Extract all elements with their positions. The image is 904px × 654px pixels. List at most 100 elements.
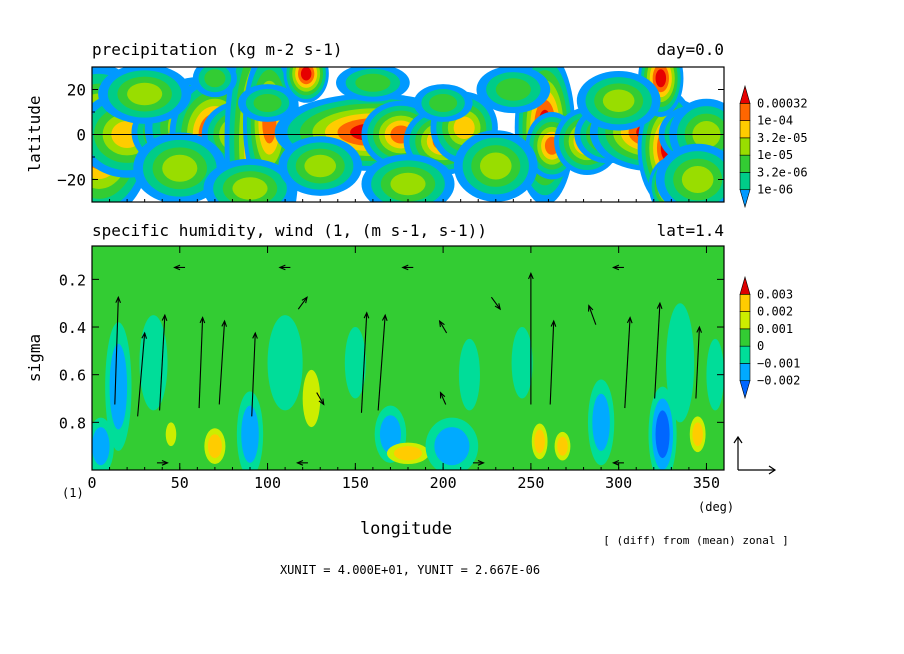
corner-label: (1) bbox=[62, 486, 84, 500]
wind-vector-23 bbox=[156, 460, 169, 466]
top-colorbar-label: 1e-04 bbox=[757, 114, 793, 128]
top-colorbar-label: 3.2e-06 bbox=[757, 165, 808, 179]
bottom-title: specific humidity, wind (1, (m s-1, s-1)… bbox=[92, 221, 487, 240]
bottom-x-tick-label: 300 bbox=[605, 474, 632, 492]
top-y-tick-label: −20 bbox=[57, 171, 86, 190]
wind-vector-12 bbox=[695, 325, 703, 399]
bottom-colorbar-swatch bbox=[739, 328, 751, 347]
bottom-colorbar-label: −0.001 bbox=[757, 356, 800, 370]
bottom-colorbar: 0.003 0.002 0.001 0 −0.001 −0.002 bbox=[739, 275, 800, 400]
top-colorbar-swatch bbox=[739, 154, 751, 173]
bottom-colorbar-tip-bottom bbox=[739, 380, 751, 400]
humidity-cell-16 bbox=[587, 379, 615, 466]
humidity-cell-5 bbox=[236, 391, 264, 470]
bottom-colorbar-tip-top bbox=[739, 275, 751, 295]
bottom-colorbar-swatch bbox=[739, 363, 751, 382]
humidity-cell-0 bbox=[105, 322, 132, 451]
bottom-y-axis-label: sigma bbox=[25, 334, 44, 382]
bottom-wind-vectors bbox=[114, 264, 703, 466]
bottom-colorbar-label: 0.003 bbox=[757, 287, 793, 301]
wind-vector-18 bbox=[439, 391, 447, 405]
bottom-colorbar-label: 0.002 bbox=[757, 305, 793, 319]
wind-vector-26 bbox=[611, 460, 624, 466]
bottom-x-axis-label: longitude bbox=[360, 519, 452, 539]
precip-cell-32 bbox=[192, 67, 238, 98]
humidity-cell-2 bbox=[139, 315, 168, 411]
top-y-tick-label: 20 bbox=[67, 81, 86, 100]
precip-cell-25 bbox=[203, 158, 297, 202]
wind-vector-25 bbox=[472, 460, 485, 466]
precip-cell-34 bbox=[413, 84, 473, 122]
bottom-colorbar-swatch bbox=[739, 311, 751, 330]
wind-vector-0 bbox=[114, 295, 122, 405]
wind-vector-2 bbox=[159, 313, 168, 411]
top-contour-field bbox=[92, 67, 724, 202]
precip-cell-24 bbox=[133, 132, 227, 202]
wind-vector-11 bbox=[654, 301, 663, 399]
bottom-x-tick-label: 250 bbox=[517, 474, 544, 492]
bottom-x-tick-label: 100 bbox=[254, 474, 281, 492]
wind-vector-5 bbox=[251, 331, 258, 417]
wind-vector-1 bbox=[137, 331, 148, 417]
humidity-cell-6 bbox=[267, 315, 303, 411]
humidity-cell-19 bbox=[689, 416, 706, 453]
humidity-cell-3 bbox=[165, 422, 177, 447]
bottom-x-tick-label: 350 bbox=[693, 474, 720, 492]
precip-cell-33 bbox=[336, 67, 410, 102]
humidity-cell-15 bbox=[554, 431, 571, 461]
wind-vector-21 bbox=[401, 264, 414, 271]
bottom-x-tick-label: 150 bbox=[342, 474, 369, 492]
humidity-cell-7 bbox=[302, 369, 321, 428]
wind-vector-17 bbox=[316, 392, 325, 406]
top-colorbar-swatch bbox=[739, 137, 751, 156]
bottom-y-axis: 0.2 0.4 0.6 0.8 bbox=[59, 271, 724, 432]
wind-vector-13 bbox=[297, 296, 308, 310]
bottom-colorbar-label: 0.001 bbox=[757, 322, 793, 336]
bottom-y-tick-label: 0.2 bbox=[59, 271, 86, 289]
bottom-colorbar-swatch bbox=[739, 345, 751, 364]
humidity-cell-18 bbox=[666, 303, 695, 423]
top-colorbar-swatch bbox=[739, 120, 751, 139]
top-colorbar-label: 1e-05 bbox=[757, 148, 793, 162]
top-y-axis-label: latitude bbox=[25, 95, 44, 172]
humidity-cell-14 bbox=[531, 423, 548, 460]
diff-note: [ (diff) from (mean) zonal ] bbox=[603, 534, 788, 547]
precip-cell-8 bbox=[283, 67, 329, 103]
top-colorbar-swatch bbox=[739, 102, 751, 121]
bottom-y-tick-label: 0.4 bbox=[59, 319, 86, 337]
precip-cell-30 bbox=[576, 70, 661, 131]
humidity-cell-11 bbox=[425, 417, 479, 470]
top-colorbar-tip-bottom bbox=[739, 189, 751, 209]
wind-vector-22 bbox=[611, 264, 624, 271]
bottom-y-tick-label: 0.8 bbox=[59, 414, 86, 432]
humidity-cell-4 bbox=[204, 428, 226, 465]
humidity-cell-8 bbox=[344, 327, 366, 399]
wind-vector-14 bbox=[438, 319, 448, 334]
reference-vector bbox=[733, 435, 777, 475]
top-y-axis: 20 0 −20 bbox=[57, 66, 724, 203]
precip-cell-27 bbox=[361, 154, 455, 202]
top-colorbar-label: 0.00032 bbox=[757, 96, 808, 110]
bottom-y-tick-label: 0.6 bbox=[59, 367, 86, 385]
bottom-lat-label: lat=1.4 bbox=[657, 221, 724, 240]
bottom-x-tick-label: 50 bbox=[171, 474, 189, 492]
wind-vector-8 bbox=[528, 271, 534, 405]
unit-text: XUNIT = 4.000E+01, YUNIT = 2.667E-06 bbox=[280, 563, 540, 577]
wind-vector-19 bbox=[173, 264, 186, 271]
bottom-x-axis: 0 50 100 150 200 250 300 350 bbox=[87, 199, 720, 492]
wind-vector-16 bbox=[587, 304, 597, 325]
humidity-cell-13 bbox=[511, 327, 533, 399]
bottom-colorbar-label: −0.002 bbox=[757, 374, 800, 388]
wind-vector-20 bbox=[278, 264, 291, 271]
bottom-contour-field bbox=[92, 246, 724, 470]
humidity-cell-1 bbox=[92, 417, 114, 470]
bottom-colorbar-label: 0 bbox=[757, 339, 764, 353]
wind-vector-3 bbox=[198, 316, 206, 409]
top-day-label: day=0.0 bbox=[657, 40, 724, 59]
humidity-cell-17 bbox=[648, 386, 677, 470]
precip-cell-35 bbox=[238, 84, 298, 122]
top-colorbar-swatch bbox=[739, 172, 751, 191]
top-colorbar-tip-top bbox=[739, 84, 751, 104]
wind-vector-15 bbox=[490, 296, 502, 311]
wind-vector-7 bbox=[377, 313, 388, 411]
